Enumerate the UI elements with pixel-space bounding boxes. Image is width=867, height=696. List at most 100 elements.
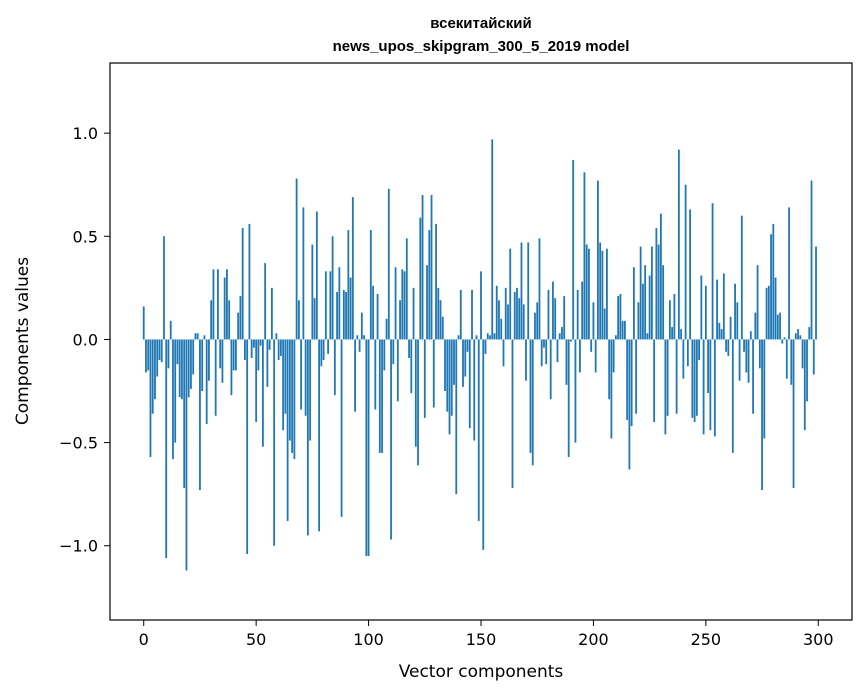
bar xyxy=(297,300,300,340)
bar xyxy=(576,289,579,340)
bar xyxy=(432,339,435,408)
bar xyxy=(365,339,368,557)
bar xyxy=(208,339,210,381)
bar xyxy=(244,339,246,361)
bar xyxy=(426,265,428,340)
bar xyxy=(626,339,629,420)
bar xyxy=(293,339,296,460)
bar xyxy=(331,236,334,340)
bar xyxy=(185,339,188,571)
bar xyxy=(707,339,709,394)
bar xyxy=(718,322,721,340)
bar xyxy=(165,339,168,559)
bar xyxy=(774,277,777,340)
bar xyxy=(183,339,186,488)
bar xyxy=(552,281,554,340)
plot-frame xyxy=(109,62,853,621)
bar xyxy=(601,250,604,340)
bar xyxy=(248,223,251,340)
bar xyxy=(617,296,620,340)
bar xyxy=(783,337,786,340)
bar xyxy=(142,306,145,340)
bar xyxy=(650,246,653,340)
ticks-group: 0 50 100 150 200 250 300 −1.0 −0.5 0.0 0.5 1.0 xyxy=(59,124,833,649)
bar xyxy=(181,339,183,400)
bar xyxy=(495,285,498,340)
bar xyxy=(666,339,669,416)
x-tick-label: 0 xyxy=(139,630,149,649)
bar xyxy=(374,339,377,410)
bar xyxy=(259,339,262,346)
bar xyxy=(659,213,662,340)
bar xyxy=(491,139,494,340)
bar xyxy=(806,339,808,402)
bar xyxy=(781,339,784,344)
bar xyxy=(473,339,476,441)
bar xyxy=(579,339,581,373)
bar xyxy=(610,339,613,439)
bar xyxy=(522,304,525,340)
bar xyxy=(689,209,692,340)
x-tick-label: 150 xyxy=(466,630,497,649)
bar xyxy=(729,316,732,340)
bar xyxy=(318,339,321,532)
bar xyxy=(282,339,285,431)
bar xyxy=(212,269,215,340)
bar xyxy=(662,265,665,340)
bar xyxy=(154,339,156,400)
bar xyxy=(250,339,253,359)
bar xyxy=(275,333,278,340)
bar xyxy=(262,339,264,447)
bar xyxy=(399,300,401,340)
bar xyxy=(709,339,712,431)
bar xyxy=(306,339,309,536)
bar xyxy=(558,333,561,340)
bar xyxy=(695,339,698,416)
bar xyxy=(590,339,593,352)
bar xyxy=(246,339,249,554)
bar xyxy=(273,339,276,546)
bar xyxy=(408,339,410,359)
bar xyxy=(525,339,527,381)
bar xyxy=(767,285,770,340)
bar xyxy=(403,271,406,340)
bar xyxy=(167,339,170,369)
bar xyxy=(286,339,289,521)
bar xyxy=(311,244,314,340)
bar xyxy=(655,228,658,340)
bar xyxy=(624,320,626,340)
bar xyxy=(480,271,482,340)
bar xyxy=(518,298,521,340)
bar xyxy=(320,339,323,367)
bar xyxy=(304,339,307,416)
bar xyxy=(572,159,575,340)
bar xyxy=(570,339,572,342)
bar xyxy=(803,339,806,431)
bar xyxy=(628,339,631,470)
bar xyxy=(493,333,496,340)
bar xyxy=(239,296,242,340)
bar xyxy=(664,339,667,435)
bar xyxy=(450,339,453,416)
bar xyxy=(585,244,588,340)
bar xyxy=(675,339,678,414)
bar xyxy=(172,339,174,460)
bar xyxy=(698,339,700,361)
bar xyxy=(770,234,772,340)
bar xyxy=(549,339,552,400)
bar xyxy=(583,172,586,340)
bar xyxy=(671,327,674,340)
bar xyxy=(713,339,716,437)
bar xyxy=(720,329,723,340)
bar xyxy=(401,269,404,340)
bar xyxy=(511,339,514,488)
bar xyxy=(727,339,730,356)
bar xyxy=(561,327,563,340)
bar xyxy=(257,339,260,371)
bar xyxy=(392,339,395,365)
bar xyxy=(145,339,147,373)
y-tick-label: 0.0 xyxy=(73,330,98,349)
bar xyxy=(716,279,718,340)
bar xyxy=(462,339,464,387)
